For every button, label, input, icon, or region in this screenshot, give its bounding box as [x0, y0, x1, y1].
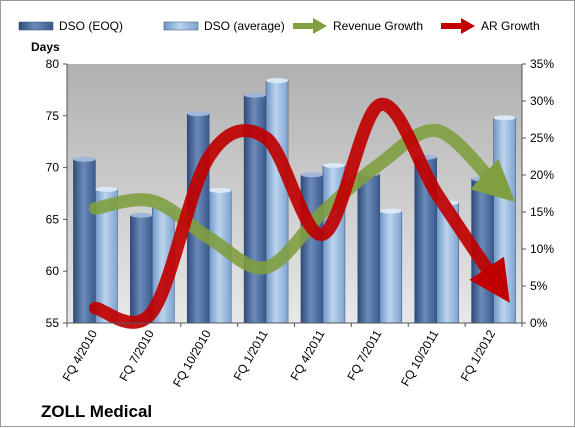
- bars-layer: [73, 78, 516, 324]
- y2-tick-label-4: 20%: [530, 168, 554, 182]
- y-tick-label-4: 75: [46, 109, 60, 123]
- y-tick-label-0: 55: [46, 316, 60, 330]
- bar-dso-eoq-5: [357, 173, 381, 324]
- line-ar-growth: [88, 97, 510, 329]
- bar-top-0-4: [300, 172, 323, 178]
- legend-label-1: DSO (average): [204, 19, 285, 33]
- line-revenue-growth: [88, 123, 516, 275]
- bar-top-0-2: [187, 111, 210, 117]
- y-tick-label-2: 65: [46, 212, 60, 226]
- bar-top-1-7: [493, 115, 516, 121]
- legend-swatch-0: [18, 21, 54, 31]
- legend-arrow-3: [461, 18, 475, 34]
- legend-arrow-2: [313, 18, 327, 34]
- bar-top-1-4: [322, 163, 345, 169]
- x-tick-label-7: FQ 1/2012: [458, 327, 499, 383]
- y2-tick-label-2: 10%: [530, 242, 554, 256]
- bar-top-1-3: [266, 78, 289, 84]
- x-tick-label-6: FQ 10/2011: [398, 327, 442, 388]
- y-axis-title: Days: [31, 40, 60, 54]
- legend: DSO (EOQ) DSO (average) Revenue Growth AR G…: [18, 18, 540, 34]
- y2-tick-label-5: 25%: [530, 131, 554, 145]
- y2-tick-label-1: 5%: [530, 279, 548, 293]
- x-tick-label-4: FQ 4/2011: [288, 327, 328, 383]
- y2-tick-label-7: 35%: [530, 57, 554, 71]
- x-tick-label-3: FQ 1/2011: [231, 327, 271, 383]
- x-tick-label-1: FQ 7/2010: [116, 327, 157, 383]
- bar-top-0-0: [73, 156, 96, 162]
- bar-dso-average-5: [379, 210, 403, 324]
- bar-top-0-1: [130, 212, 153, 218]
- y2-tick-label-3: 15%: [530, 205, 554, 219]
- legend-label-0: DSO (EOQ): [59, 19, 123, 33]
- bar-top-1-5: [379, 208, 402, 214]
- x-tick-label-5: FQ 7/2011: [344, 327, 384, 383]
- x-tick-label-2: FQ 10/2010: [170, 327, 214, 389]
- bar-top-0-3: [244, 92, 267, 98]
- y-tick-label-3: 70: [46, 161, 60, 175]
- y-tick-label-1: 60: [46, 264, 60, 278]
- chart-caption: ZOLL Medical: [41, 402, 152, 421]
- bar-top-1-0: [95, 186, 118, 192]
- y2-tick-label-0: 0%: [530, 316, 548, 330]
- bar-dso-average-3: [265, 80, 289, 324]
- bar-top-1-2: [209, 187, 232, 193]
- y-tick-label-5: 80: [46, 57, 60, 71]
- bar-dso-eoq-4: [300, 174, 324, 324]
- legend-label-3: AR Growth: [481, 19, 540, 33]
- y2-tick-label-6: 30%: [530, 94, 554, 108]
- bar-dso-eoq-0: [73, 159, 96, 324]
- legend-label-2: Revenue Growth: [333, 19, 423, 33]
- x-tick-label-0: FQ 4/2010: [60, 327, 101, 383]
- bar-dso-average-7: [493, 117, 516, 324]
- legend-swatch-1: [163, 21, 199, 31]
- lines-layer: [88, 97, 516, 329]
